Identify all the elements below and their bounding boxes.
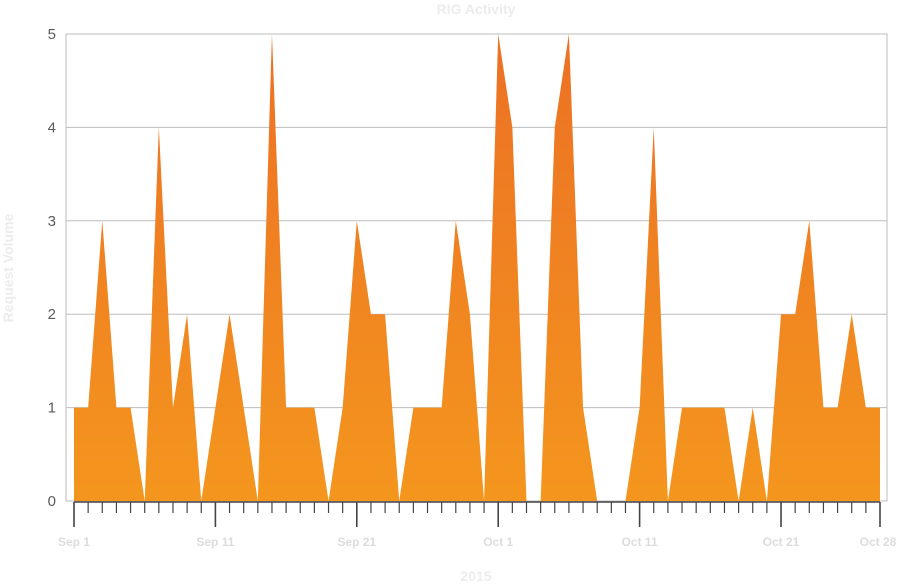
x-tick-label: Oct 28 bbox=[860, 535, 897, 549]
x-tick-label: Oct 11 bbox=[622, 535, 658, 549]
x-axis-title: 2015 bbox=[460, 568, 491, 584]
x-tick-label: Oct 1 bbox=[483, 535, 513, 549]
y-tick-label: 1 bbox=[48, 400, 56, 417]
y-axis-tick-labels: 0 1 2 3 4 5 bbox=[48, 26, 56, 510]
y-tick-label: 2 bbox=[48, 306, 56, 323]
x-axis-tick-labels: Sep 1 Sep 11 Sep 21 Oct 1 Oct 11 Oct 21 Oct 28 bbox=[58, 535, 897, 549]
y-tick-label: 5 bbox=[48, 26, 56, 43]
area-fill bbox=[74, 34, 880, 501]
x-tick-label: Sep 1 bbox=[58, 535, 90, 549]
x-tick-label: Sep 11 bbox=[196, 535, 234, 549]
y-tick-label: 0 bbox=[48, 493, 56, 510]
chart-title: RIG Activity bbox=[437, 1, 516, 17]
x-axis bbox=[73, 501, 881, 527]
y-axis-title: Request Volume bbox=[0, 213, 16, 322]
x-tick-label: Oct 21 bbox=[763, 535, 800, 549]
y-tick-label: 3 bbox=[48, 213, 56, 230]
area-series bbox=[74, 34, 880, 501]
y-tick-label: 4 bbox=[48, 119, 56, 136]
x-tick-label: Sep 21 bbox=[337, 535, 376, 549]
